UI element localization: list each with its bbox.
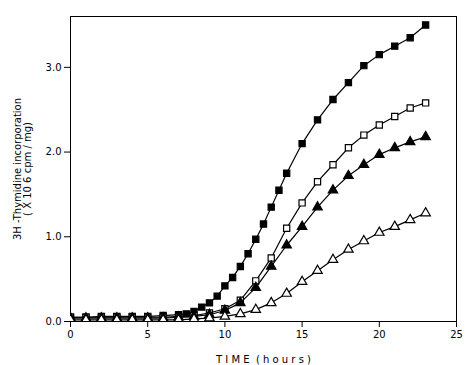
svg-text:20: 20 bbox=[373, 329, 386, 340]
svg-text:15: 15 bbox=[296, 329, 309, 340]
svg-text:5: 5 bbox=[145, 329, 151, 340]
svg-text:1.0: 1.0 bbox=[46, 231, 62, 242]
svg-text:0.0: 0.0 bbox=[46, 316, 62, 327]
svg-text:3H -Thymidine incorporation( X: 3H -Thymidine incorporation( X 10 6 cpm … bbox=[12, 98, 33, 240]
svg-text:0: 0 bbox=[67, 329, 73, 340]
svg-text:3.0: 3.0 bbox=[46, 62, 62, 73]
svg-text:25: 25 bbox=[450, 329, 463, 340]
svg-text:10: 10 bbox=[219, 329, 232, 340]
svg-text:T I M E ( h o u r s ): T I M E ( h o u r s ) bbox=[215, 354, 311, 365]
svg-text:2.0: 2.0 bbox=[46, 146, 62, 157]
